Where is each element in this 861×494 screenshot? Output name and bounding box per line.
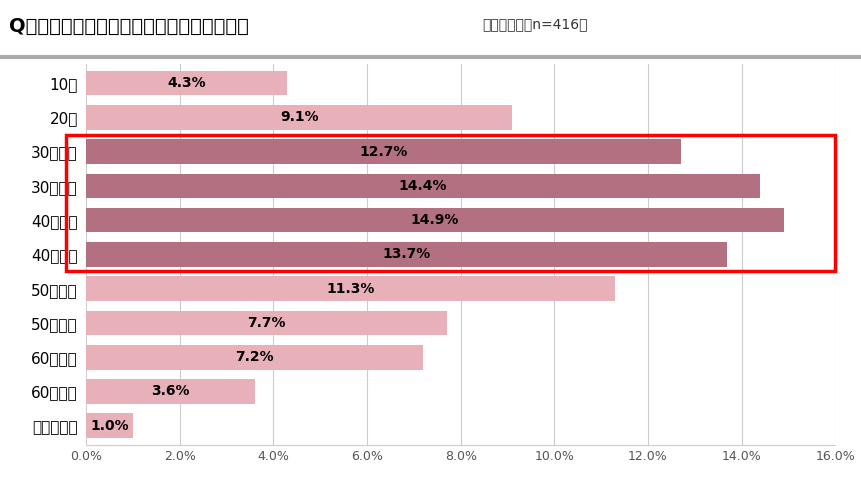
Text: 13.7%: 13.7%: [382, 247, 430, 261]
Text: 4.3%: 4.3%: [167, 76, 206, 90]
Bar: [86, 242, 728, 267]
Bar: [86, 71, 288, 95]
Bar: [86, 173, 760, 198]
Bar: [86, 208, 784, 233]
Text: 7.7%: 7.7%: [247, 316, 286, 330]
Text: 14.9%: 14.9%: [411, 213, 459, 227]
Text: Q．白髪が出始めた年齢を教えてください。: Q．白髪が出始めた年齢を教えてください。: [9, 17, 249, 36]
Bar: [66, 135, 835, 271]
Bar: [86, 139, 681, 164]
Text: 11.3%: 11.3%: [326, 282, 375, 296]
Text: 14.4%: 14.4%: [399, 179, 448, 193]
Text: 1.0%: 1.0%: [90, 419, 129, 433]
Text: 7.2%: 7.2%: [235, 350, 274, 364]
Text: 12.7%: 12.7%: [359, 145, 407, 159]
Bar: [86, 276, 615, 301]
Text: （単数回答／n=416）: （単数回答／n=416）: [482, 17, 588, 31]
Bar: [86, 413, 133, 438]
Bar: [86, 311, 447, 335]
Bar: [86, 105, 512, 129]
Text: 3.6%: 3.6%: [152, 384, 189, 399]
Bar: [86, 379, 255, 404]
Bar: [86, 345, 424, 370]
Text: 9.1%: 9.1%: [280, 110, 319, 124]
